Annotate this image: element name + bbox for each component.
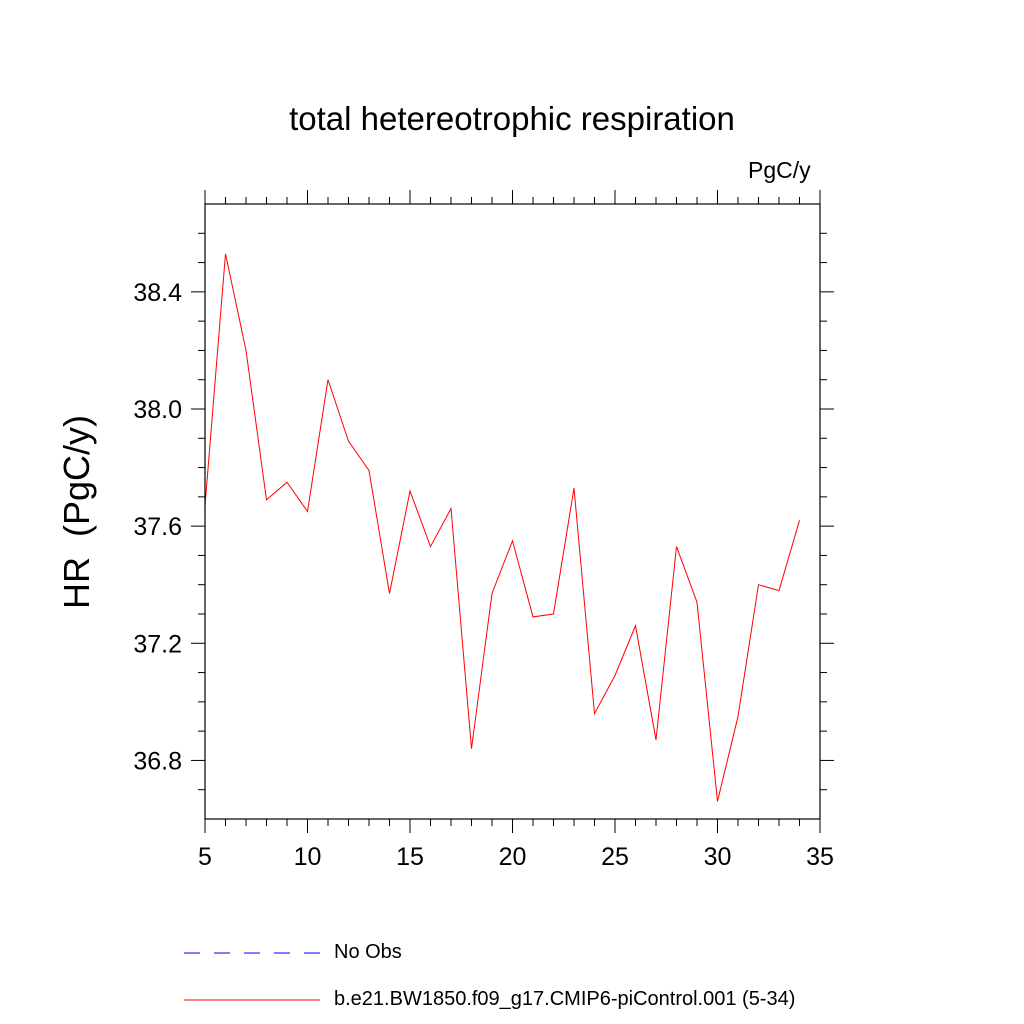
- y-axis-label: HR (PgC/y): [56, 414, 97, 610]
- units-label: PgC/y: [748, 157, 811, 183]
- x-tick-label: 20: [499, 843, 527, 871]
- x-tick-label: 25: [601, 843, 629, 871]
- plot-frame: [204, 203, 821, 820]
- y-tick-label: 36.8: [133, 747, 182, 775]
- y-tick-label: 37.6: [133, 513, 182, 541]
- major-ticks: [191, 190, 834, 833]
- series-line: [204, 253, 800, 802]
- y-tick-label: 38.4: [133, 279, 182, 307]
- minor-ticks: [198, 197, 827, 826]
- x-tick-label: 15: [396, 843, 424, 871]
- legend-label-no-obs: No Obs: [334, 941, 402, 963]
- x-tick-label: 10: [294, 843, 322, 871]
- tick-labels: 5 10 15 20 25 30 35 36.8 37.2 37.6 38.0 38.4: [133, 279, 834, 871]
- y-tick-label: 38.0: [133, 396, 182, 424]
- y-tick-label: 37.2: [133, 630, 182, 658]
- x-tick-label: 30: [704, 843, 732, 871]
- x-tick-label: 5: [198, 843, 212, 871]
- x-tick-label: 35: [806, 843, 834, 871]
- legend-label-model: b.e21.BW1850.f09_g17.CMIP6-piControl.001…: [334, 988, 796, 1010]
- chart-title: total hetereotrophic respiration: [289, 100, 735, 137]
